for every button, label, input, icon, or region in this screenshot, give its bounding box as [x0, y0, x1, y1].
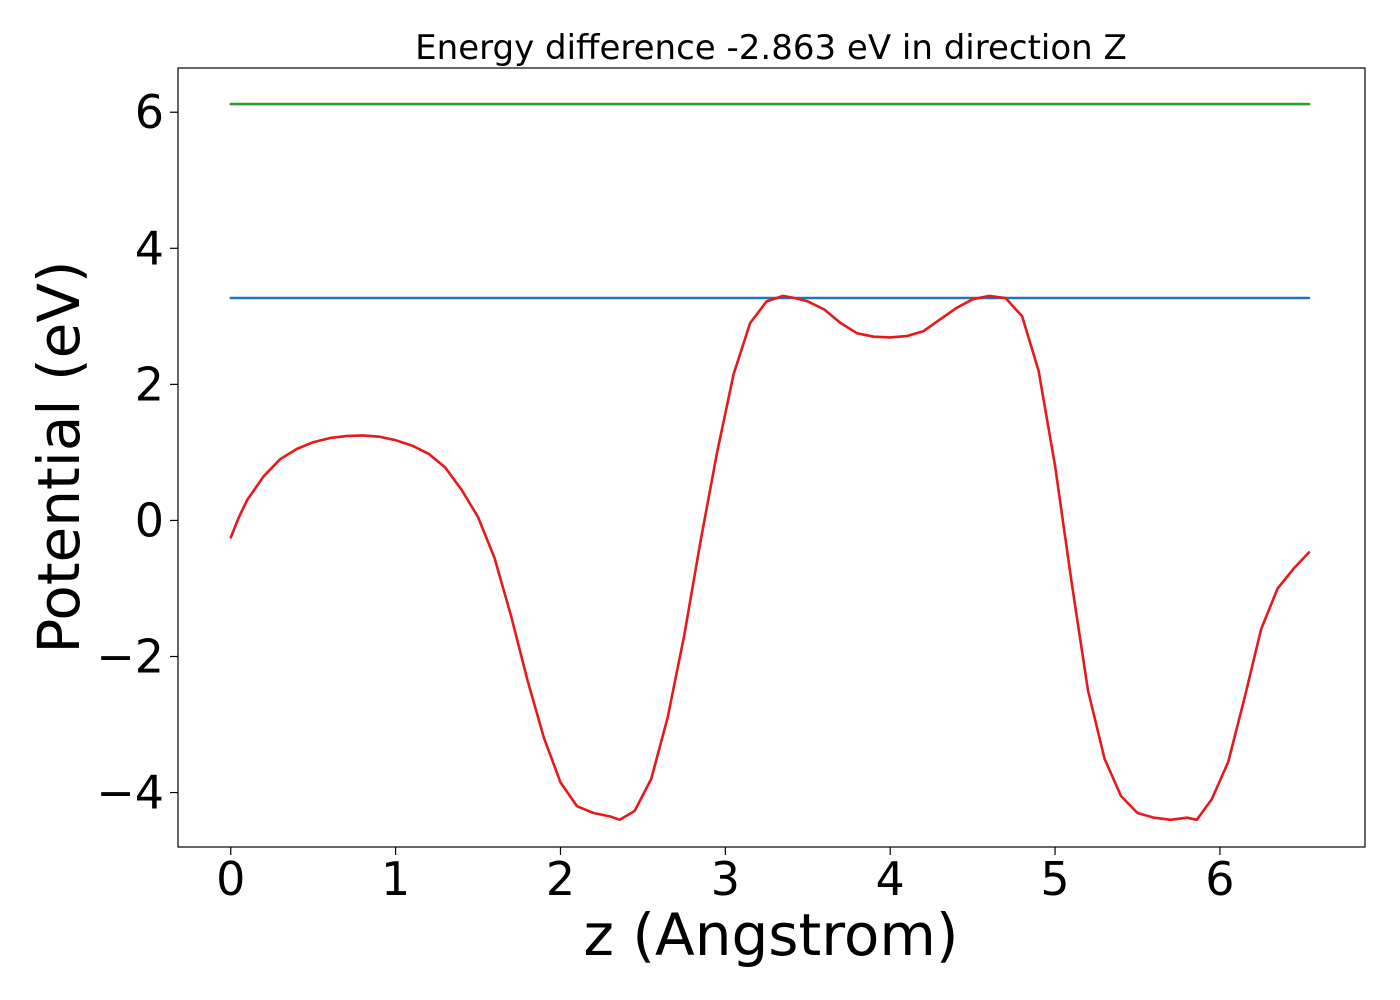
- series-line-2: [229, 294, 1311, 822]
- plot-area: [177, 67, 1366, 848]
- y-tick-label: 6: [135, 85, 164, 139]
- x-tick-label: 0: [216, 852, 245, 906]
- x-tick-label: 3: [711, 852, 740, 906]
- x-tick-label: 5: [1040, 852, 1069, 906]
- y-tick-label: 0: [135, 493, 164, 547]
- y-tick-label: 2: [135, 357, 164, 411]
- y-tick-label: −4: [96, 766, 164, 820]
- x-tick-label: 2: [546, 852, 575, 906]
- y-axis-label: Potential (eV): [25, 260, 93, 653]
- y-tick-label: −2: [96, 630, 164, 684]
- x-tick-label: 1: [381, 852, 410, 906]
- x-tick-label: 6: [1205, 852, 1234, 906]
- x-tick-label: 4: [876, 852, 905, 906]
- series-layer: [229, 102, 1311, 822]
- y-tick-label: 4: [135, 221, 164, 275]
- x-axis-label: z (Angstrom): [584, 901, 959, 969]
- chart-title: Energy difference -2.863 eV in direction…: [415, 28, 1127, 68]
- tick-layer: 0 1 2 3 4 5 6 −4 −2 0 2 4 6: [96, 85, 1234, 906]
